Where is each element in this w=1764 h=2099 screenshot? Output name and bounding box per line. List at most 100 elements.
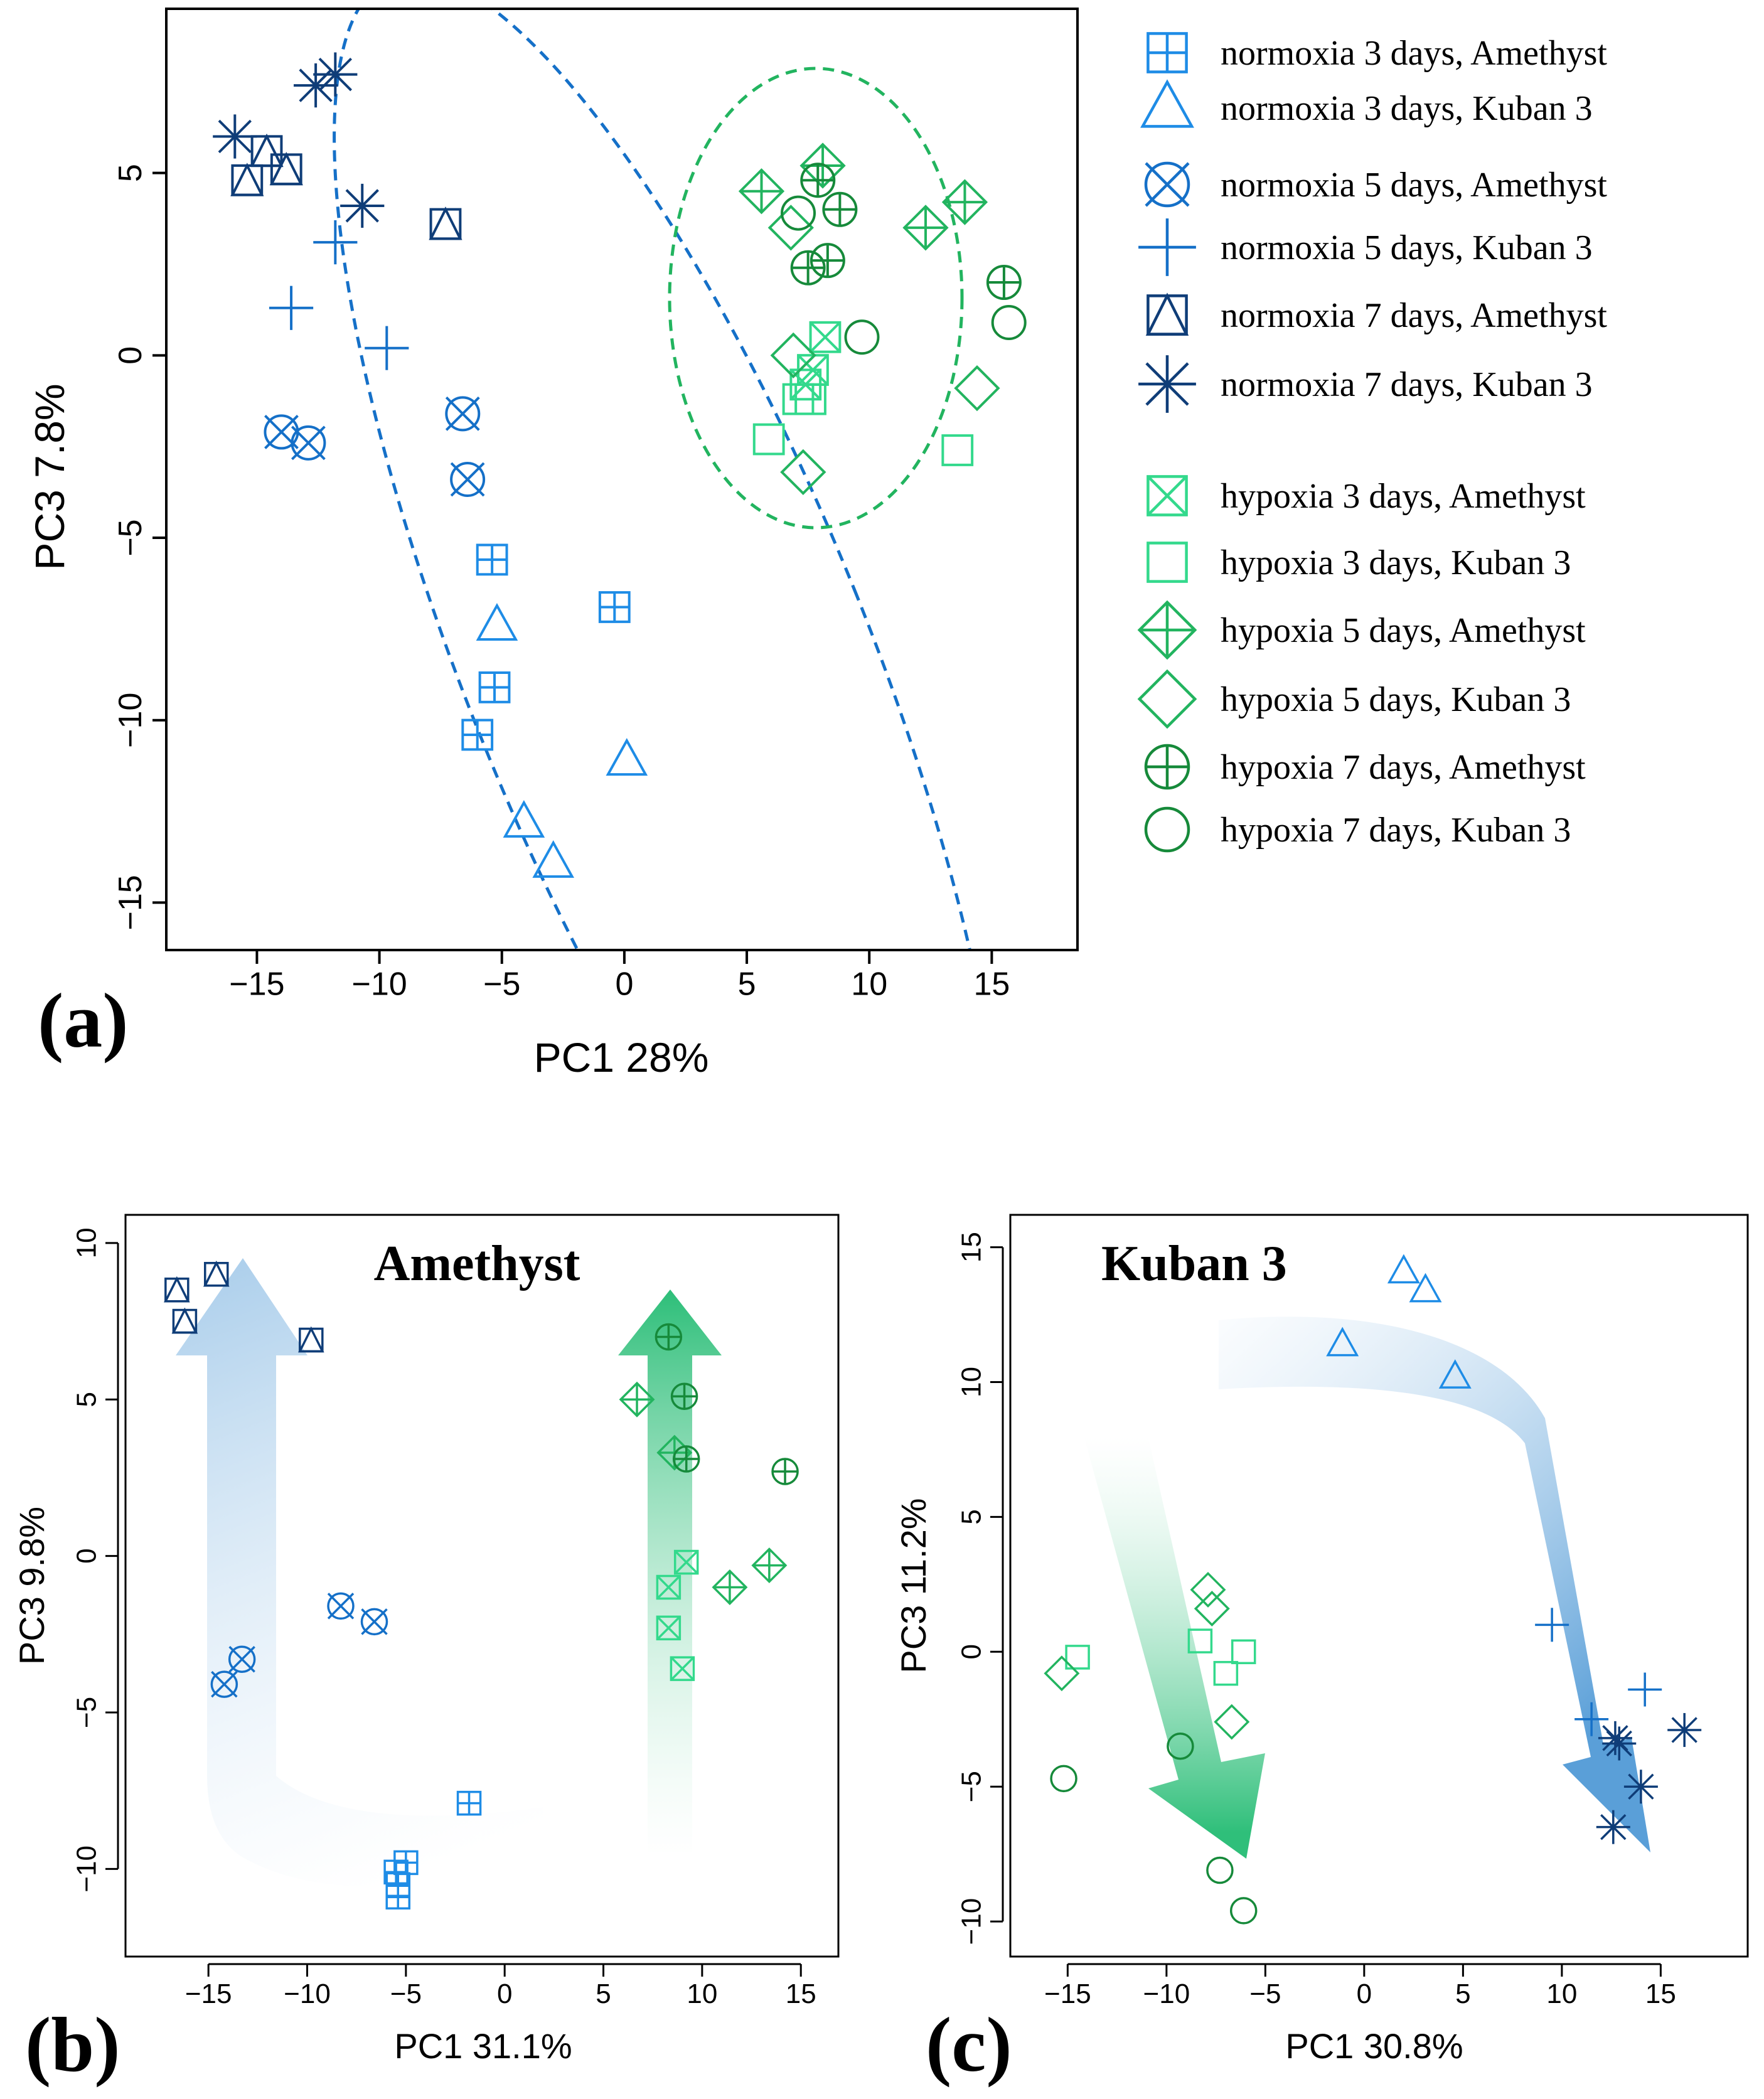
panel-title: Kuban 3 bbox=[1101, 1236, 1287, 1291]
legend: normoxia 3 days, Amethyst normoxia 3 days… bbox=[1137, 32, 1607, 853]
x-axis-label: PC1 30.8% bbox=[1285, 2026, 1463, 2066]
data-point-diamond bbox=[767, 205, 814, 251]
y-tick-label: 10 bbox=[956, 1367, 987, 1397]
y-axis-label: PC3 11.2% bbox=[894, 1498, 933, 1673]
data-point-circleplus bbox=[655, 1323, 683, 1351]
y-tick-label: 5 bbox=[72, 1392, 102, 1407]
y-tick-label: −5 bbox=[956, 1771, 987, 1802]
data-point-plus bbox=[269, 286, 314, 330]
legend-label: normoxia 5 days, Kuban 3 bbox=[1221, 228, 1593, 267]
legend-label: normoxia 5 days, Amethyst bbox=[1221, 166, 1607, 205]
panel-a: −15 −10 −5 0 5 10 15 −15 −10 −5 0 5 PC1 28% PC3 7.8… bbox=[26, 8, 1079, 1081]
trend-arrows bbox=[1084, 1317, 1650, 1859]
y-axis-label: PC3 9.8% bbox=[12, 1507, 51, 1665]
legend-label: normoxia 3 days, Kuban 3 bbox=[1221, 89, 1593, 128]
data-point-asterisk bbox=[1623, 1770, 1658, 1804]
data-point-diamondplus bbox=[619, 1381, 655, 1418]
data-point-square bbox=[1213, 1660, 1239, 1686]
data-point-triangle bbox=[1438, 1359, 1472, 1389]
legend-marker-boxplus bbox=[1147, 32, 1188, 73]
data-point-squarex bbox=[673, 1549, 699, 1575]
data-point-boxplus bbox=[456, 1790, 482, 1816]
data-point-plus bbox=[313, 220, 358, 265]
data-point-squarex bbox=[670, 1656, 695, 1681]
panel-b: −15 −10 −5 0 5 10 15 −10 −5 0 5 10 Amethyst PC1 31.… bbox=[12, 1214, 840, 2088]
data-point-square bbox=[1187, 1628, 1213, 1653]
data-point-plus bbox=[1574, 1702, 1609, 1736]
data-point-square bbox=[794, 383, 826, 415]
data-point-square bbox=[1231, 1639, 1256, 1665]
legend-marker-diamond bbox=[1137, 669, 1197, 729]
data-point-triangle bbox=[1387, 1254, 1420, 1284]
x-tick-label: −10 bbox=[351, 966, 407, 1002]
panel-label-b: (b) bbox=[25, 2002, 120, 2088]
legend-marker-circlex bbox=[1144, 161, 1190, 208]
legend-label: normoxia 7 days, Amethyst bbox=[1221, 296, 1607, 335]
data-point-diamondplus bbox=[712, 1569, 748, 1605]
data-point-circleplus bbox=[822, 191, 858, 227]
axes: −15 −10 −5 0 5 10 15 −10 −5 0 5 10 15 bbox=[956, 1214, 1749, 2009]
hypoxia-cluster-ellipse bbox=[668, 67, 964, 530]
data-point-triangle bbox=[503, 799, 545, 838]
data-point-asterisk bbox=[293, 63, 338, 108]
data-point-boxplus bbox=[385, 1884, 411, 1909]
legend-marker-triangle bbox=[1140, 79, 1194, 128]
data-point-square bbox=[1065, 1645, 1090, 1670]
data-point-square bbox=[752, 423, 785, 456]
data-point-triangle bbox=[1326, 1327, 1359, 1357]
x-tick-label: 10 bbox=[687, 1979, 717, 2009]
data-point-asterisk bbox=[1596, 1810, 1630, 1844]
axes: −15 −10 −5 0 5 10 15 −15 −10 −5 0 5 bbox=[112, 8, 1079, 1002]
data-point-circleplus bbox=[810, 243, 845, 279]
x-tick-label: 15 bbox=[786, 1979, 816, 2009]
data-point-squaretri bbox=[269, 151, 303, 186]
x-tick-label: 0 bbox=[1357, 1979, 1372, 2009]
x-tick-label: 0 bbox=[497, 1979, 512, 2009]
data-point-squaretri bbox=[230, 163, 264, 196]
data-point-boxplus bbox=[478, 671, 511, 703]
data-point-squaretri bbox=[171, 1307, 198, 1334]
data-point-circle bbox=[781, 195, 816, 231]
x-tick-label: 0 bbox=[615, 966, 633, 1002]
data-point-asterisk bbox=[1602, 1726, 1637, 1761]
legend-marker-square bbox=[1147, 542, 1188, 583]
data-point-diamond bbox=[1190, 1571, 1226, 1608]
normoxia-cluster-ellipse bbox=[333, 9, 1004, 950]
data-point-squarex bbox=[656, 1615, 682, 1641]
x-tick-label: −5 bbox=[390, 1979, 422, 2009]
data-points bbox=[163, 1260, 799, 1909]
y-tick-label: −10 bbox=[72, 1845, 102, 1893]
data-point-circleplus bbox=[800, 163, 836, 198]
x-tick-label: 5 bbox=[738, 966, 756, 1002]
x-tick-label: −10 bbox=[284, 1979, 331, 2009]
legend-label: hypoxia 3 days, Amethyst bbox=[1221, 477, 1586, 516]
data-points bbox=[213, 52, 1027, 878]
data-point-circlex bbox=[291, 425, 326, 461]
data-point-diamond bbox=[780, 449, 826, 496]
data-point-triangle bbox=[532, 840, 575, 878]
data-point-diamondplus bbox=[941, 179, 988, 225]
y-tick-label: −15 bbox=[112, 875, 149, 930]
y-tick-label: 5 bbox=[112, 164, 149, 182]
blue-trend-arrow bbox=[1219, 1317, 1650, 1852]
legend-marker-circleplus bbox=[1144, 744, 1190, 790]
panel-c: −15 −10 −5 0 5 10 15 −10 −5 0 5 10 15 Kuban 3 PC1 30… bbox=[894, 1214, 1749, 2088]
data-point-squaretri bbox=[163, 1276, 190, 1303]
data-point-circleplus bbox=[986, 265, 1022, 301]
x-tick-label: 10 bbox=[851, 966, 887, 1002]
data-point-diamondplus bbox=[751, 1547, 788, 1584]
y-tick-label: 10 bbox=[72, 1227, 102, 1258]
legend-label: hypoxia 5 days, Amethyst bbox=[1221, 611, 1586, 650]
y-tick-label: 15 bbox=[956, 1232, 987, 1263]
legend-marker-diamondplus bbox=[1137, 600, 1197, 660]
data-point-circle bbox=[1050, 1765, 1077, 1793]
cluster-ellipses bbox=[333, 9, 1004, 950]
data-point-asterisk bbox=[213, 114, 257, 159]
data-point-circle bbox=[1167, 1732, 1194, 1760]
axes: −15 −10 −5 0 5 10 15 −10 −5 0 5 10 bbox=[72, 1214, 840, 2009]
legend-marker-circle bbox=[1144, 806, 1190, 853]
x-tick-label: −10 bbox=[1143, 1979, 1190, 2009]
data-point-circle bbox=[991, 305, 1027, 340]
y-tick-label: 0 bbox=[112, 346, 149, 365]
plot-frame bbox=[165, 8, 1079, 951]
